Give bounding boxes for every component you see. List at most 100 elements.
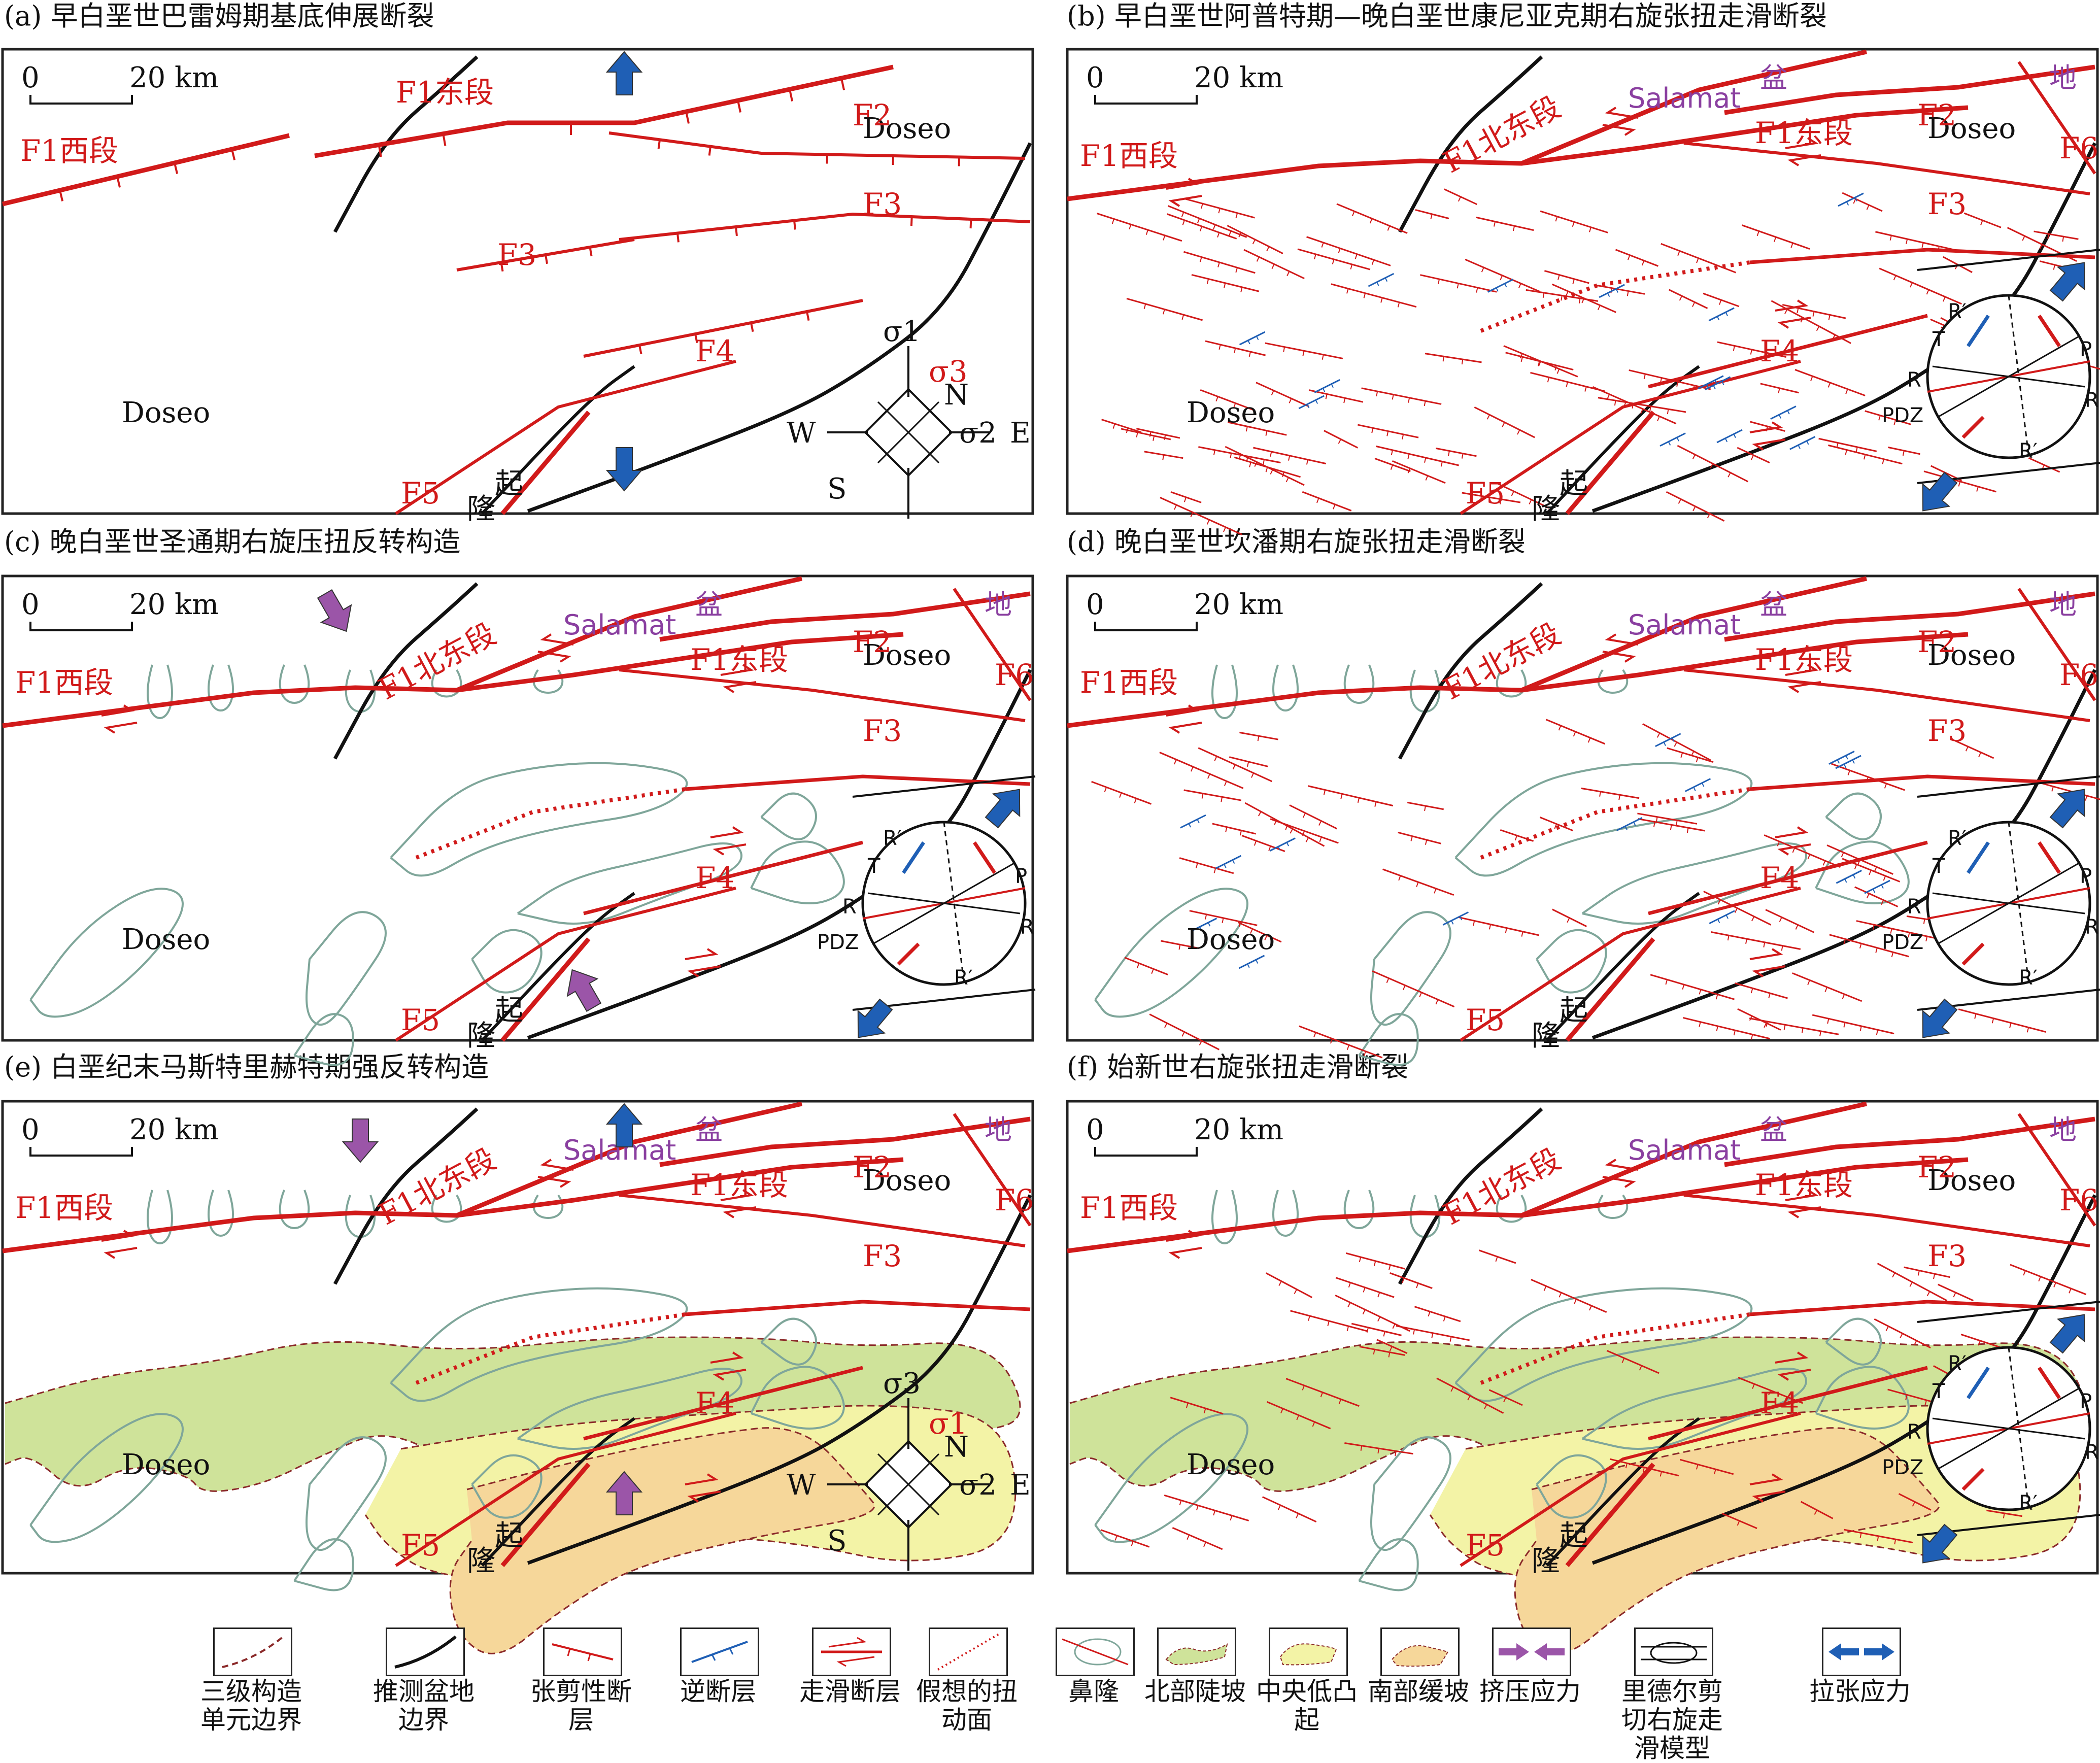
svg-text:PDZ: PDZ — [1882, 404, 1923, 427]
uplift-label-char-2: 隆 — [1532, 493, 1560, 526]
legend-label: 拉张应力 — [1802, 1677, 1918, 1706]
svg-text:20 km: 20 km — [1194, 1113, 1283, 1146]
svg-text:P: P — [1015, 865, 1027, 888]
svg-text:R: R — [2085, 916, 2099, 939]
fault-label-f4: F4 — [695, 1386, 734, 1420]
legend-label: 挤压应力 — [1472, 1677, 1588, 1706]
fault-label-f1-east: F1东段 — [1755, 1168, 1853, 1202]
svg-text:R: R — [1907, 1420, 1921, 1444]
fault-label-f4: F4 — [1760, 1386, 1799, 1420]
legend-label: 北部陡坡 — [1137, 1677, 1254, 1706]
uplift-label-char-2: 隆 — [1532, 1020, 1560, 1053]
basin-name-char-1: 盆 — [1760, 1114, 1787, 1146]
svg-text:T: T — [1932, 855, 1945, 878]
nose-uplift-icon — [1056, 1628, 1135, 1676]
basin-name-salamat: Salamat — [563, 609, 676, 641]
svg-text:R: R — [842, 895, 857, 919]
green-north-slope-icon — [1157, 1628, 1236, 1676]
fault-label-f4: F4 — [1760, 861, 1799, 895]
fault-label-f2: F2 — [1917, 625, 1956, 659]
svg-text:20 km: 20 km — [129, 61, 219, 94]
fault-label-f3: F3 — [863, 714, 902, 748]
svg-text:0: 0 — [1086, 61, 1104, 94]
fault-label-f5: F5 — [401, 1528, 440, 1563]
basin-name-char-1: 盆 — [1760, 589, 1787, 621]
yellow-central-uplift-icon — [1269, 1628, 1348, 1676]
uplift-label-char-2: 隆 — [467, 1020, 495, 1053]
fault-label-f4: F4 — [695, 861, 734, 895]
legend-label: 里德尔剪切右旋走滑模型 — [1614, 1677, 1731, 1762]
uplift-label-char-1: 起 — [1560, 467, 1588, 500]
fault-label-f3: F3 — [863, 187, 902, 221]
svg-text:P: P — [2080, 1390, 2092, 1413]
svg-text:R′: R′ — [2019, 966, 2038, 990]
svg-text:R′: R′ — [1948, 300, 1967, 323]
fault-label-f4: F4 — [695, 334, 734, 368]
svg-text:20 km: 20 km — [129, 588, 219, 621]
svg-text:20 km: 20 km — [1194, 588, 1283, 621]
purple-compression-arrows-icon — [1492, 1628, 1571, 1676]
svg-text:R′: R′ — [1948, 1352, 1967, 1375]
fault-label-f1-east: F1东段 — [690, 642, 788, 677]
legend-label: 逆断层 — [660, 1677, 776, 1706]
uplift-label-char-2: 隆 — [1532, 1545, 1560, 1578]
fault-label-f1-west: F1西段 — [20, 133, 118, 168]
basin-name-char-2: 地 — [2049, 1114, 2077, 1146]
fault-label-f3-west: F3 — [497, 238, 536, 272]
fault-label-f3: F3 — [863, 1239, 902, 1273]
fault-label-f1-west: F1西段 — [15, 665, 113, 700]
svg-text:R′: R′ — [2019, 439, 2038, 463]
fault-label-f5: F5 — [401, 1003, 440, 1037]
legend-label: 张剪性断层 — [523, 1677, 639, 1734]
fault-label-f6: F6 — [2059, 131, 2098, 165]
svg-text:20 km: 20 km — [129, 1113, 219, 1146]
legend-label: 走滑断层 — [792, 1677, 908, 1706]
svg-text:R′: R′ — [883, 827, 902, 850]
fault-label-f1-east: F1东段 — [690, 1168, 788, 1202]
fault-label-f2: F2 — [853, 1150, 892, 1184]
svg-text:PDZ: PDZ — [1882, 1456, 1923, 1479]
fault-label-f2: F2 — [1917, 1150, 1956, 1184]
svg-text:T: T — [1932, 1380, 1945, 1403]
blue-extension-arrows-icon — [1822, 1628, 1901, 1676]
basin-label-doseo: Doseo — [1187, 1448, 1275, 1481]
fault-label-f5: F5 — [1466, 1003, 1505, 1037]
red-tensile-fault-icon — [543, 1628, 622, 1676]
fault-label-f1-west: F1西段 — [15, 1191, 113, 1225]
svg-text:σ3: σ3 — [929, 354, 968, 389]
fault-label-f2: F2 — [853, 98, 892, 132]
svg-text:W: W — [787, 1469, 816, 1502]
uplift-label-char-1: 起 — [495, 467, 523, 500]
svg-text:0: 0 — [21, 1113, 40, 1146]
legend-label: 中央低凸起 — [1248, 1677, 1365, 1734]
dashed-brown-boundary-icon — [213, 1628, 292, 1676]
svg-text:W: W — [787, 417, 816, 450]
black-basin-boundary-icon — [386, 1628, 465, 1676]
svg-text:PDZ: PDZ — [1882, 931, 1923, 954]
legend-label: 南部缓坡 — [1360, 1677, 1477, 1706]
svg-text:R′: R′ — [1948, 827, 1967, 850]
svg-text:R: R — [1907, 368, 1921, 392]
fault-label-f5: F5 — [401, 476, 440, 511]
svg-text:σ2: σ2 — [959, 1469, 997, 1502]
orange-south-slope-icon — [1380, 1628, 1460, 1676]
svg-text:E: E — [1010, 417, 1031, 450]
fault-label-f1-east: F1东段 — [396, 75, 494, 110]
svg-text:0: 0 — [1086, 588, 1104, 621]
fault-label-f1-east: F1东段 — [1755, 642, 1853, 677]
fault-label-f6: F6 — [2059, 658, 2098, 692]
basin-name-char-2: 地 — [985, 1114, 1012, 1146]
fault-label-f1-west: F1西段 — [1080, 665, 1178, 700]
strike-slip-fault-icon — [812, 1628, 891, 1676]
basin-name-char-1: 盆 — [1760, 62, 1787, 94]
svg-text:T: T — [867, 855, 880, 878]
uplift-label-char-1: 起 — [1560, 994, 1588, 1027]
fault-label-f1-west: F1西段 — [1080, 139, 1178, 173]
basin-label-doseo: Doseo — [122, 923, 210, 956]
